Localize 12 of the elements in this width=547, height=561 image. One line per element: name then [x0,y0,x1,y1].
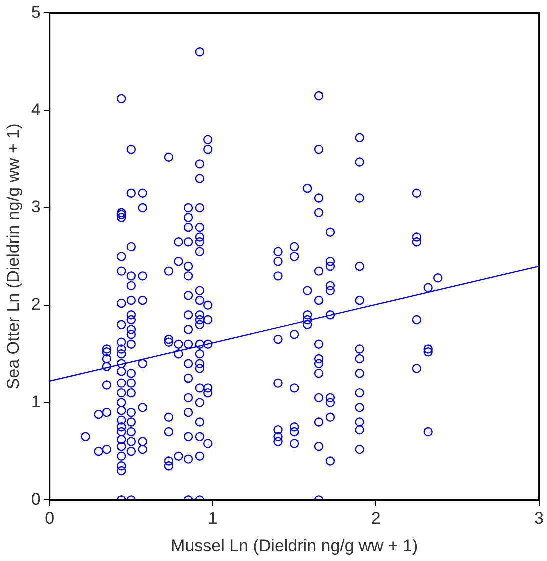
x-tick-label: 1 [208,509,218,528]
x-tick-label: 3 [534,509,544,528]
y-tick-label: 4 [31,100,41,120]
x-tick-label: 2 [371,509,381,528]
y-tick-label: 3 [31,198,41,217]
x-tick-label: 0 [45,509,55,528]
y-tick-label: 5 [31,2,41,22]
y-axis-title: Sea Otter Ln (Dieldrin ng/g ww + 1) [4,124,23,390]
y-tick-label: 1 [31,392,41,412]
x-axis-title: Mussel Ln (Dieldrin ng/g ww + 1) [171,536,418,556]
y-tick-label: 2 [31,295,41,314]
y-tick-label: 0 [31,490,41,509]
